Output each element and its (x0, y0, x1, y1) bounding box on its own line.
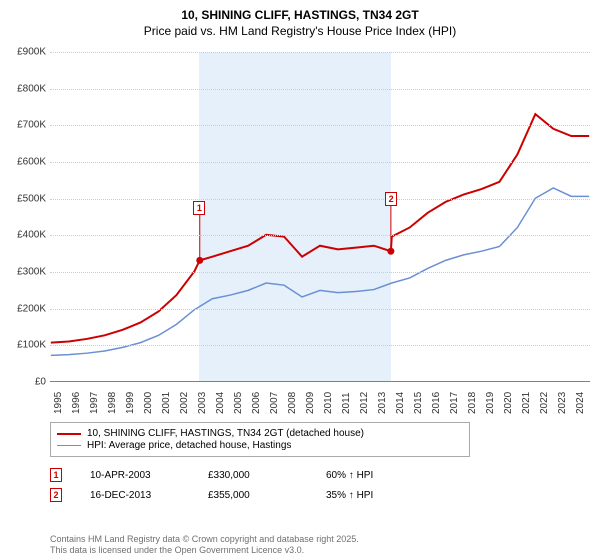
x-tick-label: 2005 (233, 392, 244, 414)
x-tick-label: 2016 (431, 392, 442, 414)
x-tick-label: 2012 (359, 392, 370, 414)
x-tick-label: 2022 (539, 392, 550, 414)
copyright-line1: Contains HM Land Registry data © Crown c… (50, 534, 359, 545)
copyright-line2: This data is licensed under the Open Gov… (50, 545, 359, 556)
y-tick-label: £300K (17, 267, 46, 278)
transaction-price: £355,000 (208, 490, 298, 501)
gridline (50, 235, 590, 236)
x-axis: 1995 1996 1997 1998 1999 2000 2001 2002 2003 2004… (50, 384, 590, 424)
transaction-date: 16-DEC-2013 (90, 490, 180, 501)
x-tick-label: 2018 (467, 392, 478, 414)
transaction-table: 1 10-APR-2003 £330,000 60% ↑ HPI 2 16-DEC-201… (50, 462, 416, 508)
transaction-price: £330,000 (208, 470, 298, 481)
x-tick-label: 1995 (53, 392, 64, 414)
gridline (50, 272, 590, 273)
copyright: Contains HM Land Registry data © Crown c… (50, 534, 359, 556)
x-tick-label: 1997 (89, 392, 100, 414)
x-tick-label: 2010 (323, 392, 334, 414)
x-tick-label: 2007 (269, 392, 280, 414)
legend-row: 10, SHINING CLIFF, HASTINGS, TN34 2GT (d… (57, 428, 463, 439)
gridline (50, 199, 590, 200)
title-line1: 10, SHINING CLIFF, HASTINGS, TN34 2GT (0, 8, 600, 24)
chart-plot-area: 12 (50, 52, 590, 382)
x-tick-label: 1996 (71, 392, 82, 414)
x-tick-label: 2020 (503, 392, 514, 414)
x-tick-label: 2021 (521, 392, 532, 414)
y-tick-label: £0 (35, 377, 46, 388)
marker-label: 1 (193, 201, 205, 215)
x-tick-label: 2000 (143, 392, 154, 414)
marker-label: 2 (385, 192, 397, 206)
legend: 10, SHINING CLIFF, HASTINGS, TN34 2GT (d… (50, 422, 470, 457)
y-tick-label: £200K (17, 303, 46, 314)
x-tick-label: 1998 (107, 392, 118, 414)
transaction-row: 1 10-APR-2003 £330,000 60% ↑ HPI (50, 468, 416, 482)
y-tick-label: £800K (17, 83, 46, 94)
x-tick-label: 2009 (305, 392, 316, 414)
transaction-delta: 35% ↑ HPI (326, 490, 416, 501)
legend-label: 10, SHINING CLIFF, HASTINGS, TN34 2GT (d… (87, 428, 364, 439)
chart-lines (50, 52, 590, 381)
x-tick-label: 2013 (377, 392, 388, 414)
x-tick-label: 2014 (395, 392, 406, 414)
legend-row: HPI: Average price, detached house, Hast… (57, 440, 463, 451)
x-tick-label: 2015 (413, 392, 424, 414)
y-tick-label: £400K (17, 230, 46, 241)
x-tick-label: 2017 (449, 392, 460, 414)
gridline (50, 309, 590, 310)
x-tick-label: 2001 (161, 392, 172, 414)
transaction-row: 2 16-DEC-2013 £355,000 35% ↑ HPI (50, 488, 416, 502)
x-tick-label: 2008 (287, 392, 298, 414)
gridline (50, 162, 590, 163)
x-tick-label: 2019 (485, 392, 496, 414)
chart-title: 10, SHINING CLIFF, HASTINGS, TN34 2GT Pr… (0, 0, 600, 41)
transaction-delta: 60% ↑ HPI (326, 470, 416, 481)
y-tick-label: £600K (17, 157, 46, 168)
x-tick-label: 2006 (251, 392, 262, 414)
x-tick-label: 2003 (197, 392, 208, 414)
gridline (50, 125, 590, 126)
title-line2: Price paid vs. HM Land Registry's House … (0, 24, 600, 40)
y-axis: £0£100K£200K£300K£400K£500K£600K£700K£80… (0, 52, 48, 382)
x-tick-label: 2011 (341, 392, 352, 414)
y-tick-label: £700K (17, 120, 46, 131)
transaction-marker: 2 (50, 488, 62, 502)
y-tick-label: £500K (17, 193, 46, 204)
y-tick-label: £900K (17, 47, 46, 58)
x-tick-label: 2023 (557, 392, 568, 414)
x-tick-label: 2002 (179, 392, 190, 414)
gridline (50, 52, 590, 53)
gridline (50, 345, 590, 346)
x-tick-label: 2004 (215, 392, 226, 414)
y-tick-label: £100K (17, 340, 46, 351)
transaction-date: 10-APR-2003 (90, 470, 180, 481)
legend-swatch (57, 433, 81, 435)
gridline (50, 89, 590, 90)
legend-swatch (57, 445, 81, 446)
x-tick-label: 2024 (575, 392, 586, 414)
x-tick-label: 1999 (125, 392, 136, 414)
transaction-marker: 1 (50, 468, 62, 482)
legend-label: HPI: Average price, detached house, Hast… (87, 440, 291, 451)
